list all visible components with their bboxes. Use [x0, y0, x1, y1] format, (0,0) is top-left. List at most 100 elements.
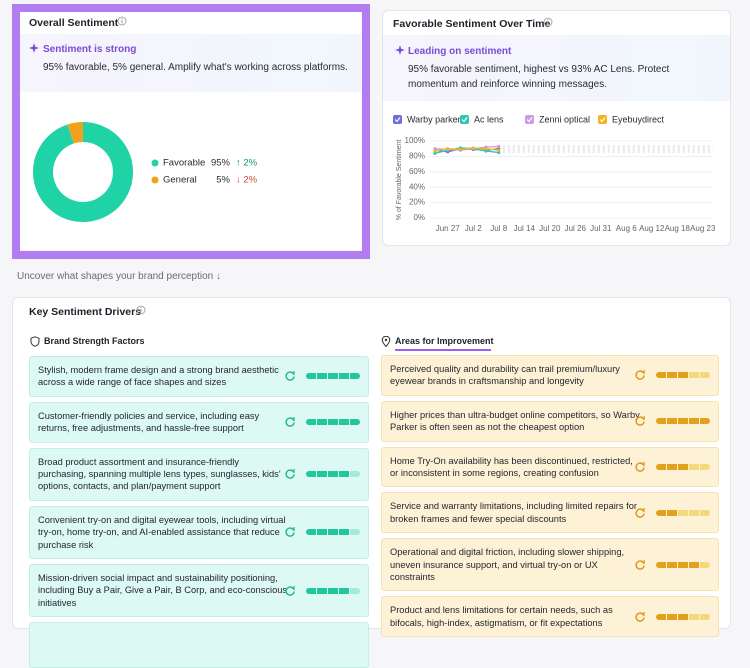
score-segment [339, 587, 349, 594]
driver-item: Mission-driven social impact and sustain… [29, 564, 369, 618]
driver-item: Customer-friendly policies and service, … [29, 401, 369, 443]
driver-text: Home Try-On availability has been discon… [390, 455, 633, 479]
score-segment [350, 587, 360, 594]
refresh-icon[interactable] [634, 559, 646, 571]
legend-checkbox [525, 115, 534, 124]
refresh-icon[interactable] [284, 585, 296, 597]
y-tick-label: 20% [409, 198, 425, 207]
legend-value: 95% [211, 158, 231, 169]
charts-layer: Favorable 95% ↑ 2% General 5% ↓ 2% Warby parke… [32, 114, 716, 233]
score-bar [656, 418, 710, 425]
legend-change: ↓ 2% [236, 175, 258, 186]
score-segment [656, 509, 666, 516]
improvements-list: Perceived quality and durability can tra… [381, 355, 719, 638]
sparkle-icon [29, 43, 39, 53]
score-segment [667, 509, 677, 516]
series-point [458, 147, 463, 152]
page: { "chart_data": [ { "type": "pie", "titl… [12, 4, 731, 668]
driver-item: Product and lens limitations for certain… [381, 596, 719, 638]
strengths-list: Stylish, modern frame design and a stron… [29, 356, 369, 668]
y-axis-label: % of Favorable Sentiment [396, 140, 403, 221]
series-point [433, 151, 437, 155]
driver-text: Service and warranty limitations, includ… [390, 501, 637, 524]
x-tick-label: Jul 31 [590, 224, 612, 233]
driver-item: Perceived quality and durability can tra… [381, 355, 719, 396]
insight-box: Sentiment is strong 95% favorable, 5% ge… [20, 34, 361, 92]
score-segment [328, 587, 338, 594]
score-segment [689, 464, 699, 471]
score-segment [339, 471, 349, 478]
series-line [434, 147, 499, 152]
score-segment [328, 471, 338, 478]
legend-checkbox [460, 115, 469, 124]
refresh-icon[interactable] [284, 416, 296, 428]
score-bar [306, 587, 360, 594]
info-icon [136, 305, 146, 315]
driver-item: Operational and digital friction, includ… [381, 538, 719, 592]
score-segment [689, 509, 699, 516]
legend-label: Eyebuydirect [612, 114, 665, 124]
legend-label: Ac lens [474, 114, 504, 124]
score-segment [350, 419, 360, 426]
refresh-icon[interactable] [634, 461, 646, 473]
donut-segment [32, 122, 133, 223]
series-point [446, 147, 450, 151]
score-bar [656, 464, 710, 471]
score-segment [339, 529, 349, 536]
x-tick-label: Aug 6 [616, 224, 637, 233]
insight-title: Leading on sentiment [408, 46, 512, 57]
x-tick-label: Aug 23 [690, 224, 716, 233]
sparkle-icon [395, 45, 405, 55]
driver-text: Stylish, modern frame design and a stron… [38, 365, 279, 388]
x-tick-label: Jun 27 [436, 224, 461, 233]
refresh-icon[interactable] [634, 507, 646, 519]
series-point [433, 149, 437, 153]
legend-checkbox [598, 115, 607, 124]
driver-item: Broad product assortment and insurance-f… [29, 447, 369, 501]
score-segment [656, 613, 666, 620]
insight-text: 95% favorable, 5% general. Amplify what'… [43, 62, 348, 73]
score-segment [700, 372, 710, 379]
score-segment [306, 587, 316, 594]
legend-change: ↑ 2% [236, 158, 258, 169]
score-segment [689, 561, 699, 568]
refresh-icon[interactable] [634, 415, 646, 427]
score-segment [678, 613, 688, 620]
highlight-frame [12, 4, 370, 259]
score-bar [306, 419, 360, 426]
series-point [497, 144, 501, 148]
legend-label: Warby parker [407, 114, 461, 124]
legend-check [394, 117, 401, 123]
card-title: Favorable Sentiment Over Time [393, 18, 551, 30]
refresh-icon[interactable] [284, 370, 296, 382]
score-segment [689, 613, 699, 620]
score-segment [700, 561, 710, 568]
score-segment [678, 509, 688, 516]
series-point [497, 150, 501, 155]
score-segment [689, 418, 699, 425]
score-segment [306, 373, 316, 380]
series-point [484, 147, 488, 151]
legend-check [461, 117, 468, 123]
score-segment [678, 418, 688, 425]
score-segment [306, 471, 316, 478]
refresh-icon[interactable] [284, 468, 296, 480]
x-tick-label: Jul 8 [490, 224, 507, 233]
score-segment [350, 471, 360, 478]
drivers-card: Key Sentiment Drivers Brand Strength Fac… [12, 297, 731, 668]
legend-check [599, 117, 606, 123]
refresh-icon[interactable] [634, 369, 646, 381]
y-tick-label: 100% [405, 136, 425, 145]
score-segment [678, 561, 688, 568]
x-tick-label: Jul 2 [465, 224, 482, 233]
x-tick-label: Jul 20 [539, 224, 561, 233]
score-segment [667, 372, 677, 379]
score-segment [678, 372, 688, 379]
score-segment [667, 613, 677, 620]
legend-dot [151, 176, 159, 184]
series-point [497, 148, 501, 152]
score-segment [667, 464, 677, 471]
driver-item [29, 622, 369, 668]
driver-item: Higher prices than ultra-budget online c… [381, 400, 719, 442]
refresh-icon[interactable] [284, 526, 296, 538]
